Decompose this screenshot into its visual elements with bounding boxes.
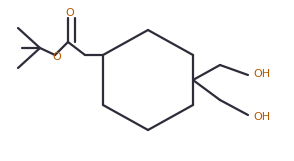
- Text: O: O: [66, 8, 74, 18]
- Text: OH: OH: [253, 69, 270, 79]
- Text: OH: OH: [253, 112, 270, 122]
- Text: O: O: [53, 52, 61, 62]
